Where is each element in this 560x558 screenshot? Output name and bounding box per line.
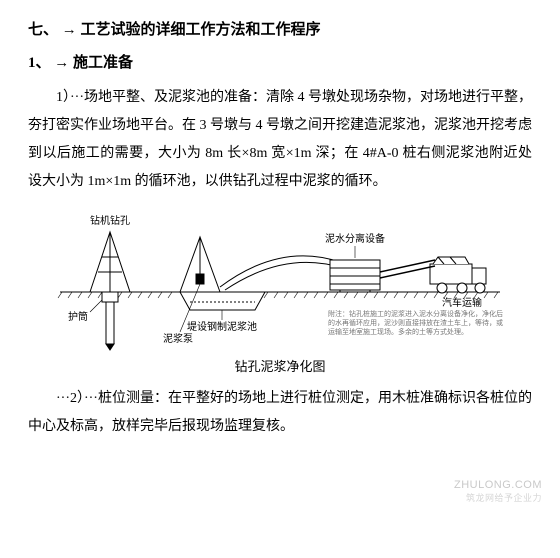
mud-purification-diagram: 钻机钻孔 护筒 堤设钢制泥浆池 泥浆泵 — [50, 202, 510, 352]
paragraph-2: ···2）···桩位测量：在平整好的场地上进行桩位测定，用木桩准确标识各桩位的中… — [28, 385, 532, 441]
truck-icon — [430, 257, 486, 293]
casing-label: 护筒 — [68, 310, 88, 323]
diagram-container: 钻机钻孔 护筒 堤设钢制泥浆池 泥浆泵 — [28, 202, 532, 352]
watermark: ZHULONG.COM 筑龙网给予企业力 — [454, 479, 542, 504]
diagram-note: 附注：钻孔桩施工的泥浆进入泥水分离设备净化，净化后的水再循环应用，泥沙则直接排放… — [328, 310, 508, 337]
drill-rig-icon — [90, 232, 130, 350]
separator-icon — [330, 260, 380, 292]
pool-label: 堤设钢制泥浆池 — [187, 320, 257, 333]
paragraph-1: 1）···场地平整、及泥浆池的准备：清除 4 号墩处现场杂物，对场地进行平整，夯… — [28, 84, 532, 196]
pump-label: 泥浆泵 — [163, 332, 193, 345]
drill-label: 钻机钻孔 — [90, 214, 130, 227]
diagram-caption: 钻孔泥浆净化图 — [28, 356, 532, 375]
section-heading: 七、 → 工艺试验的详细工作方法和工作程序 — [28, 18, 532, 39]
subsection-heading: 1、 → 施工准备 — [28, 51, 532, 72]
truck-label: 汽车运输 — [442, 296, 482, 309]
separator-label: 泥水分离设备 — [325, 232, 385, 245]
